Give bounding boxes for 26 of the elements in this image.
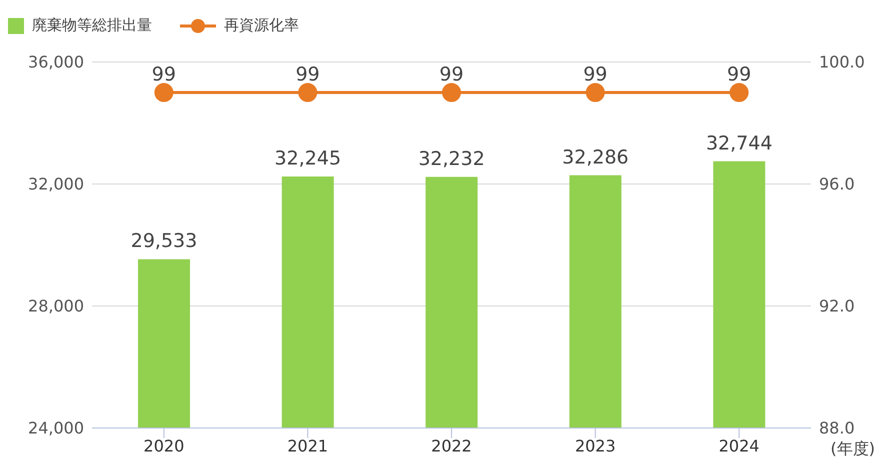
y-tick-label: 24,000	[28, 418, 84, 438]
y2-tick-label: 88.0	[819, 418, 855, 438]
data-label: 99	[296, 64, 320, 86]
x-tick-label: 2021	[287, 436, 328, 456]
data-label: 32,286	[562, 146, 629, 168]
data-label: 29,533	[130, 230, 198, 252]
x-axis-title: (年度)	[830, 439, 875, 460]
x-tick-label: 2022	[431, 436, 472, 456]
x-tick-label: 2024	[718, 436, 760, 456]
y2-tick-label: 92.0	[819, 296, 855, 316]
y-tick-label: 28,000	[28, 296, 84, 316]
legend-label: 再資源化率	[224, 16, 299, 35]
y-tick-label: 32,000	[28, 174, 84, 194]
y-tick-label: 36,000	[28, 52, 84, 72]
data-label: 32,232	[418, 148, 485, 170]
data-label: 99	[727, 64, 752, 86]
y2-tick-label: 100.0	[819, 52, 865, 72]
x-tick-label: 2023	[574, 436, 616, 456]
data-label: 99	[152, 64, 176, 86]
legend-label: 廃棄物等総排出量	[32, 16, 152, 35]
x-tick-label: 2020	[144, 436, 184, 456]
y2-tick-label: 96.0	[819, 174, 855, 194]
data-label: 32,744	[706, 132, 772, 154]
data-label: 99	[439, 64, 464, 86]
data-label: 32,245	[274, 148, 342, 170]
data-label: 99	[583, 64, 608, 86]
